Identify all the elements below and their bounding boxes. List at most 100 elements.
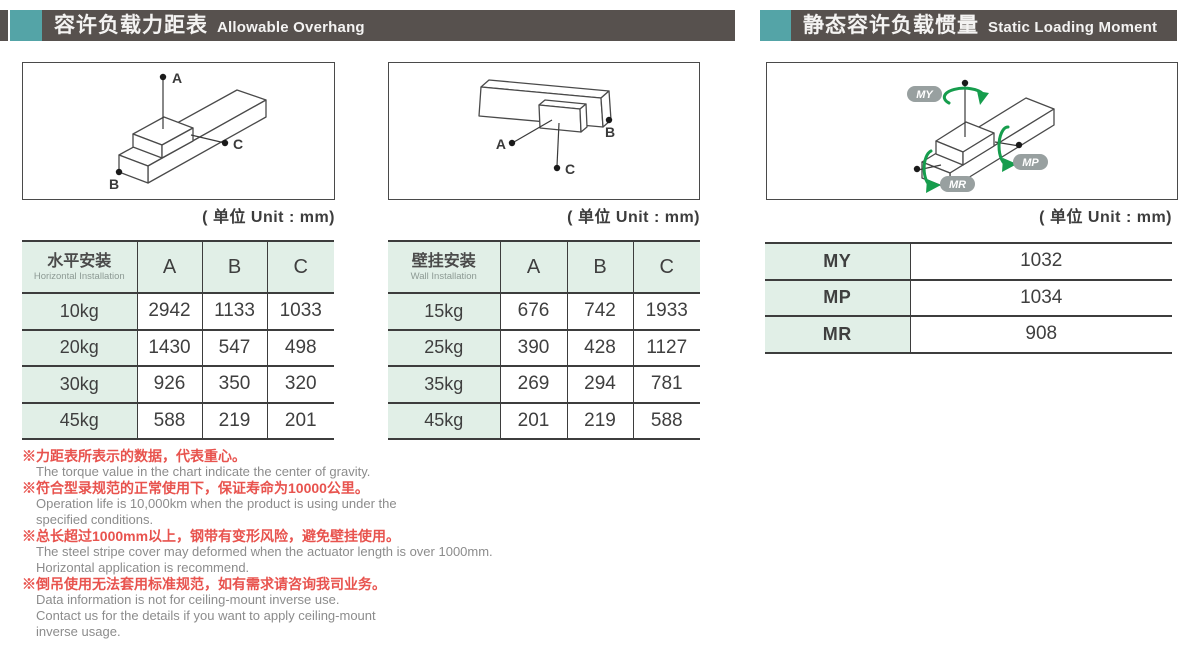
footnote-line: ※倒吊使用无法套用标准规范，如有需求请咨询我司业务。 [22, 576, 386, 592]
col-header-c: C [266, 240, 334, 294]
mp-badge-label: MP [1022, 157, 1039, 169]
table-row: 25kg 390 428 1127 [388, 328, 700, 367]
footnote-line: Operation life is 10,000km when the prod… [36, 496, 397, 511]
body-end-face [118, 154, 149, 184]
mp-axis-dot [1015, 141, 1023, 149]
moment-label: MR [765, 315, 910, 354]
value-a: 269 [499, 365, 567, 404]
col-header-a: A [499, 240, 567, 294]
table-row: 45kg 201 219 588 [388, 401, 700, 440]
point-b-dot [115, 168, 123, 176]
label-c: C [233, 136, 243, 152]
value-c: 1933 [632, 292, 700, 331]
moment-diagram: MY MP MR [766, 62, 1178, 200]
allowable-overhang-header: 容许负载力距表 Allowable Overhang [0, 10, 735, 41]
point-b-dot [605, 116, 613, 124]
footnote-line: ※总长超过1000mm以上，钢带有变形风险，避免壁挂使用。 [22, 528, 401, 544]
moment-value: 908 [909, 315, 1172, 354]
slider-side-face [579, 103, 588, 133]
horizontal-install-diagram: A C B [22, 62, 335, 200]
value-b: 742 [566, 292, 633, 331]
col-header-b: B [566, 240, 633, 294]
footnote-line: Contact us for the details if you want t… [36, 608, 376, 623]
arrow-c-line [190, 134, 226, 144]
mr-axis-dot [913, 165, 921, 173]
header-bar: 容许负载力距表 Allowable Overhang [42, 10, 735, 41]
install-title-zh: 壁挂安装 [411, 252, 476, 270]
teal-accent-square [760, 10, 792, 41]
col-header-b: B [201, 240, 267, 294]
value-a: 390 [499, 328, 567, 367]
actuator-isometric-drawing: A C B [109, 70, 267, 192]
value-b: 294 [566, 365, 633, 404]
install-title-zh: 水平安装 [47, 252, 112, 270]
actuator-moment-drawing: MY MP MR [907, 79, 1055, 193]
value-a: 676 [499, 292, 567, 331]
moment-label: MP [765, 278, 910, 318]
static-loading-moment-header: 静态容许负载惯量 Static Loading Moment [760, 10, 1177, 41]
value-a: 926 [136, 365, 202, 404]
table-row: MY 1032 [765, 242, 1172, 281]
table-row: MR 908 [765, 315, 1172, 354]
mr-axis-line [917, 164, 942, 171]
my-badge-label: MY [916, 89, 934, 101]
load-cell: 15kg [388, 292, 500, 331]
table-row: MP 1034 [765, 278, 1172, 318]
install-title-en: Wall Installation [410, 270, 477, 282]
load-cell: 35kg [388, 365, 500, 404]
load-cell: 45kg [388, 401, 500, 440]
table-row: 15kg 676 742 1933 [388, 292, 700, 331]
table-row: 10kg 2942 1133 1033 [22, 292, 334, 331]
moment-label: MY [765, 242, 910, 281]
moment-value: 1032 [909, 242, 1172, 281]
load-cell: 25kg [388, 328, 500, 367]
section-title-zh: 容许负载力距表 [54, 14, 208, 37]
label-c: C [565, 161, 575, 177]
table-row: 35kg 269 294 781 [388, 365, 700, 404]
arrow-a-line [513, 119, 553, 143]
unit-caption: ( 单位 Unit : mm) [567, 209, 700, 226]
unit-caption: ( 单位 Unit : mm) [202, 209, 335, 226]
value-c: 588 [632, 401, 700, 440]
label-b: B [109, 176, 119, 192]
point-a-dot [159, 73, 167, 81]
value-b: 219 [566, 401, 633, 440]
slider-front-face [538, 104, 582, 133]
footnote-line: ※力距表所表示的数据，代表重心。 [22, 448, 246, 464]
label-a: A [172, 70, 182, 86]
value-c: 1033 [266, 292, 334, 331]
unit-caption: ( 单位 Unit : mm) [1039, 209, 1172, 226]
wall-install-diagram: A B C [388, 62, 700, 200]
value-c: 498 [266, 328, 334, 367]
point-c-dot [553, 164, 561, 172]
load-cell: 10kg [22, 292, 137, 331]
actuator-side-drawing: A B C [478, 79, 615, 177]
value-b: 350 [201, 365, 267, 404]
my-badge [907, 86, 942, 102]
arrow-c-line [556, 122, 560, 167]
section-title-en: Allowable Overhang [217, 19, 365, 36]
footnote-line: The steel stripe cover may deformed when… [36, 544, 493, 559]
teal-accent-square [10, 10, 42, 41]
section-title-zh: 静态容许负载惯量 [803, 14, 979, 37]
table-header-row: 水平安装 Horizontal Installation A B C [22, 240, 334, 294]
footnotes-block: ※力距表所表示的数据，代表重心。 The torque value in the… [22, 448, 662, 640]
footnote-line: The torque value in the chart indicate t… [36, 464, 371, 479]
header-cell-install: 壁挂安装 Wall Installation [388, 240, 500, 294]
wall-installation-table: 壁挂安装 Wall Installation A B C 15kg 676 74… [388, 240, 700, 440]
load-cell: 45kg [22, 401, 137, 440]
mr-badge [940, 176, 975, 192]
col-header-a: A [136, 240, 202, 294]
table-row: 30kg 926 350 320 [22, 365, 334, 404]
footnote-line: specified conditions. [36, 512, 154, 527]
footnote-line: ※符合型录规范的正常使用下，保证寿命为10000公里。 [22, 480, 369, 496]
slider-side-face [161, 127, 194, 159]
value-c: 201 [266, 401, 334, 440]
header-bar: 静态容许负载惯量 Static Loading Moment [791, 10, 1177, 41]
label-a: A [496, 136, 506, 152]
my-axis-dot [961, 79, 969, 87]
col-header-c: C [632, 240, 700, 294]
mp-arrowhead [1002, 158, 1017, 172]
value-c: 1127 [632, 328, 700, 367]
